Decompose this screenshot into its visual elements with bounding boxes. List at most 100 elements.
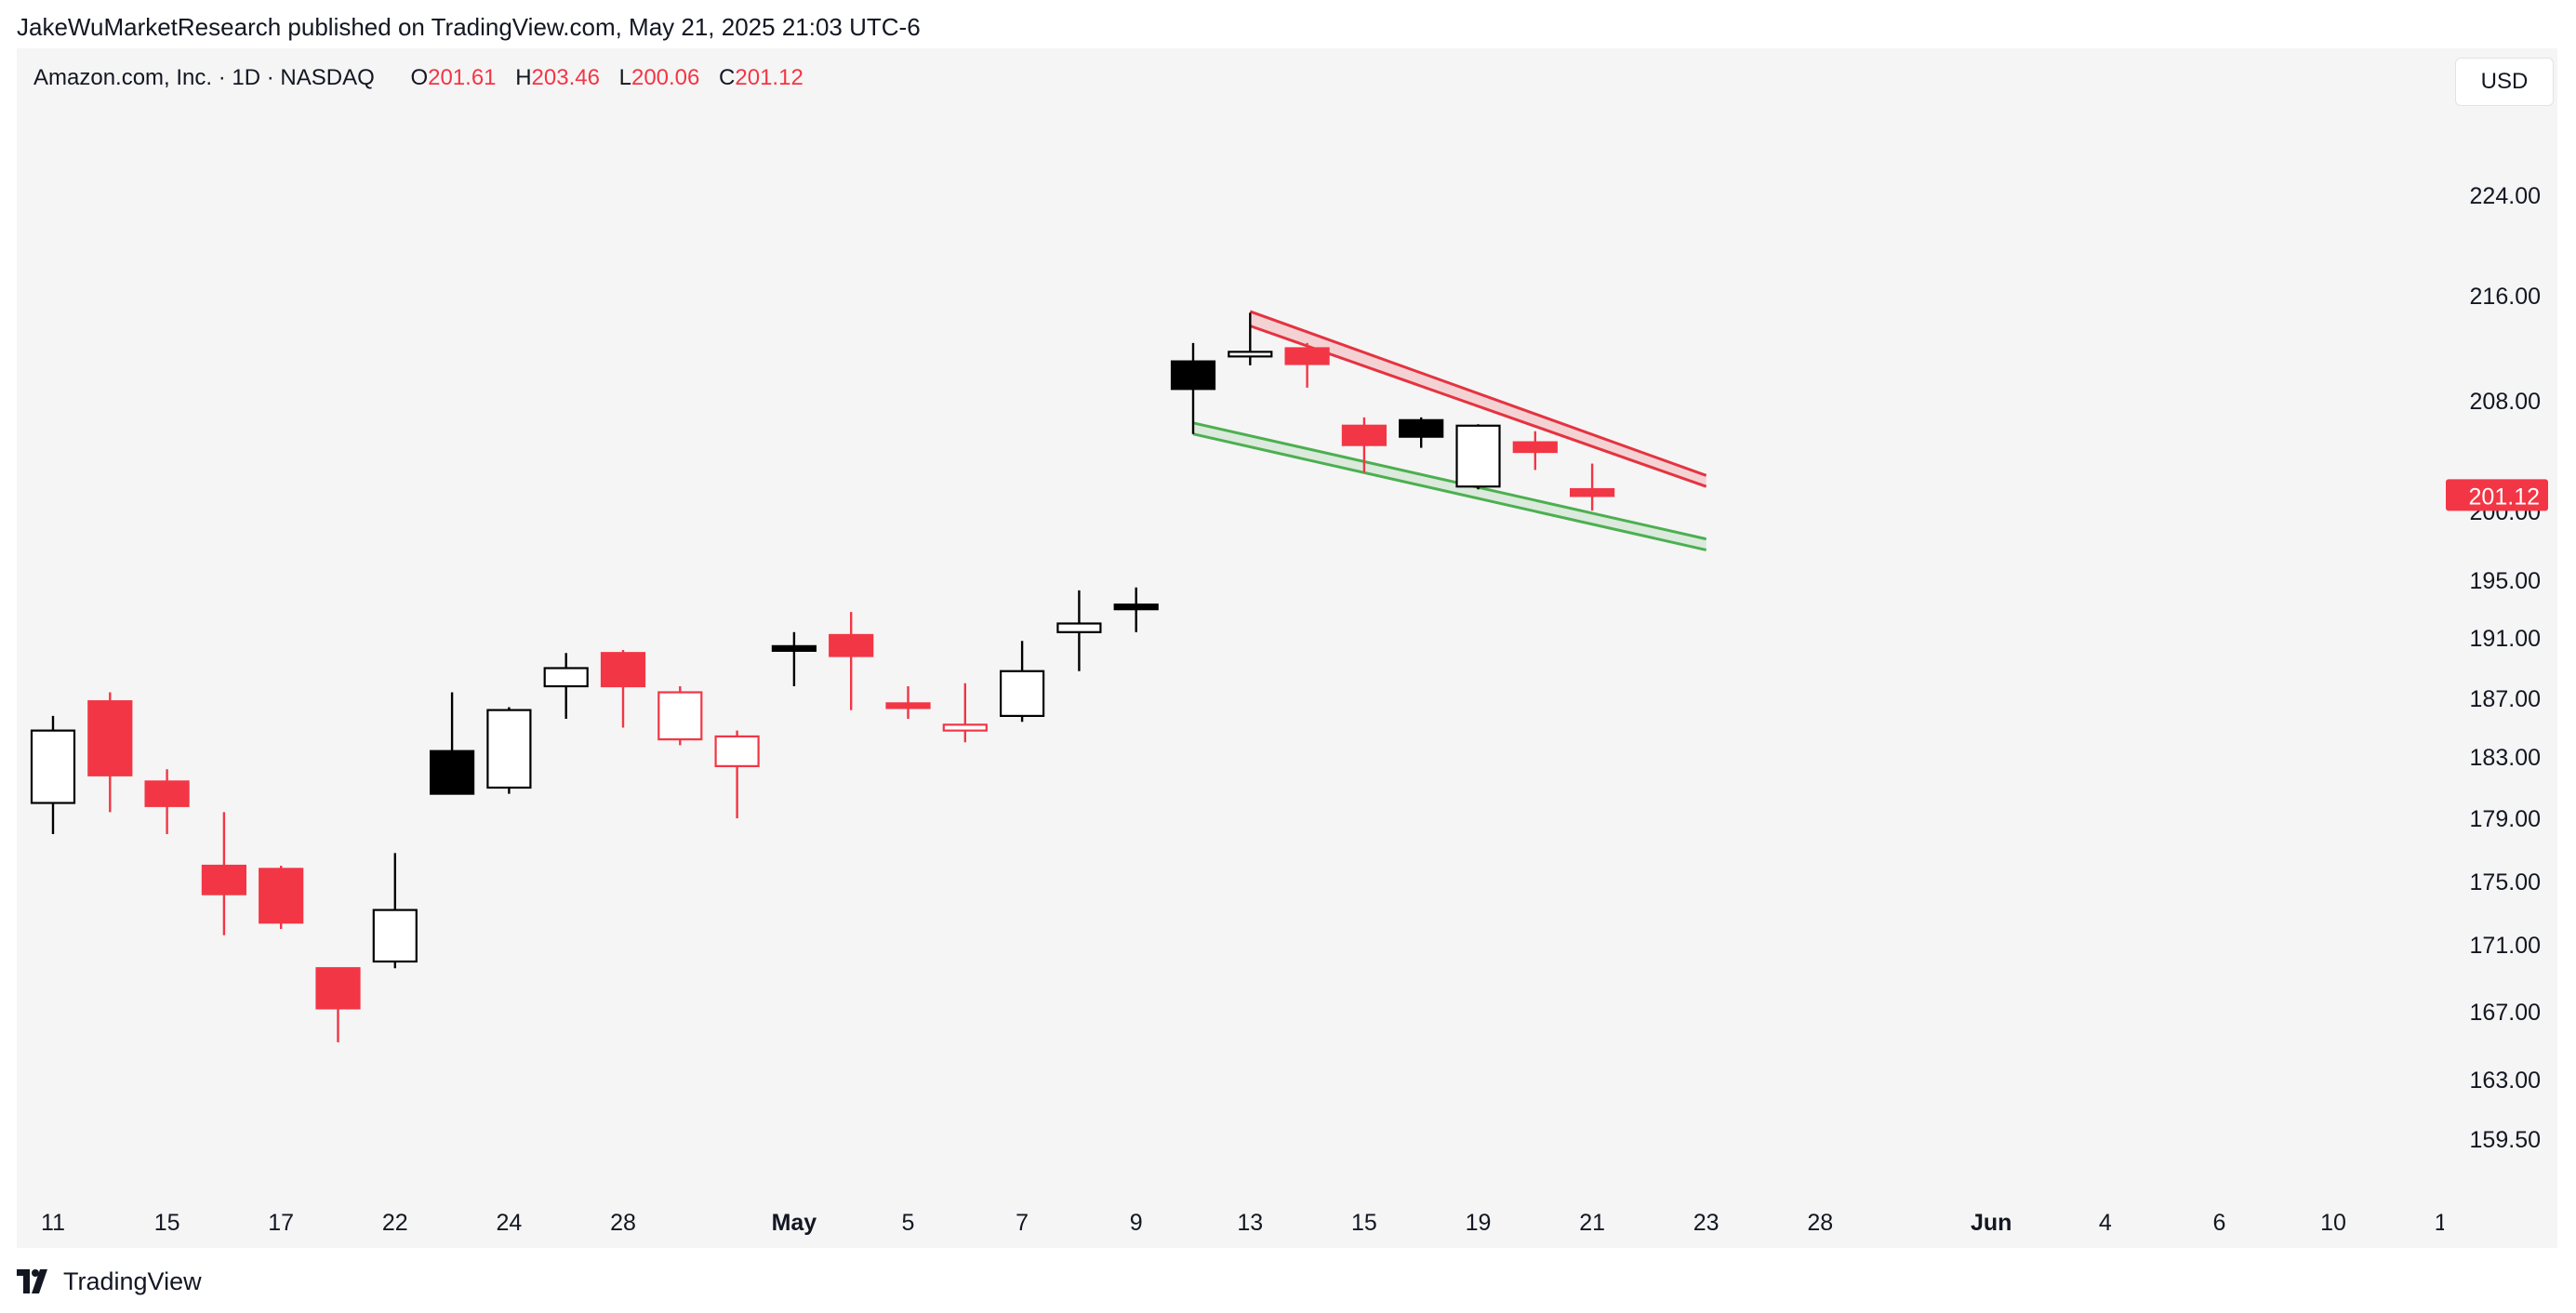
date-tick-label: 22 (382, 1210, 408, 1236)
candle-body (486, 709, 532, 789)
candle-body (1170, 360, 1216, 391)
candle-5 (315, 967, 361, 1042)
high-label: H (515, 65, 532, 90)
candle-body (201, 864, 246, 895)
price-tick-label: 171.00 (2470, 933, 2541, 959)
price-tick-label: 167.00 (2470, 1000, 2541, 1026)
date-tick-label: 21 (1579, 1210, 1605, 1236)
tradingview-logo-icon[interactable] (17, 1269, 54, 1293)
candle-body (430, 749, 475, 795)
trendline-lower-channel-inner[interactable] (1192, 432, 1707, 551)
candle-24 (1399, 417, 1444, 448)
candle-body (771, 644, 817, 652)
date-tick-label: Jun (1971, 1210, 2012, 1236)
candle-body (942, 723, 988, 732)
candle-body (144, 780, 190, 807)
low-label: L (618, 65, 631, 90)
candle-body (1228, 351, 1273, 358)
channel-band-fill (1193, 422, 1706, 550)
date-tick-label: 17 (268, 1210, 294, 1236)
open-label: O (410, 65, 429, 90)
candle-22 (1284, 342, 1330, 388)
trendline-layer (1192, 310, 1707, 551)
currency-button[interactable]: USD (2455, 58, 2554, 106)
close-label: C (719, 65, 736, 90)
time-axis[interactable]: 11 15 17 22 24 28 May 5 7 9 13 15 19 21 23 28 Jun 4 6 10 12 (41, 1210, 2460, 1236)
candle-body (829, 633, 874, 657)
date-tick-label: 15 (1351, 1210, 1377, 1236)
date-tick-label: 11 (41, 1210, 65, 1236)
candle-15 (885, 686, 931, 720)
date-tick-label: 12 (2435, 1210, 2461, 1236)
candle-body (1056, 622, 1102, 633)
low-value: 200.06 (631, 65, 700, 90)
candle-body (885, 702, 931, 710)
date-tick-label: 13 (1237, 1210, 1263, 1236)
candle-16 (942, 683, 988, 743)
candle-body (1113, 603, 1159, 611)
candle-11 (657, 686, 703, 746)
candle-26 (1512, 431, 1558, 471)
candle-body (1569, 487, 1615, 497)
candle-19 (1113, 587, 1159, 632)
price-tick-label: 163.00 (2470, 1068, 2541, 1094)
price-tick-label: 159.50 (2470, 1127, 2541, 1153)
candle-0 (30, 715, 76, 834)
candle-body (1399, 418, 1444, 438)
candle-body (259, 868, 304, 924)
candle-6 (372, 853, 418, 969)
candle-10 (600, 650, 646, 728)
candle-body (30, 729, 76, 804)
trendline-lower-channel[interactable] (1192, 421, 1707, 541)
date-tick-label: 5 (902, 1210, 915, 1236)
candle-27 (1569, 463, 1615, 511)
candle-25 (1455, 424, 1501, 490)
candle-13 (771, 631, 817, 686)
candle-20 (1170, 342, 1216, 434)
candle-body (600, 652, 646, 688)
date-tick-label: 7 (1016, 1210, 1029, 1236)
high-value: 203.46 (531, 65, 600, 90)
candle-body (543, 667, 589, 688)
published-by-header: JakeWuMarketResearch published on Tradin… (17, 13, 921, 41)
candle-9 (543, 653, 589, 720)
last-price-label: 201.12 (2469, 484, 2540, 510)
price-tick-label: 175.00 (2470, 869, 2541, 895)
date-tick-label: 19 (1466, 1210, 1492, 1236)
price-tick-label: 224.00 (2470, 183, 2541, 209)
chart-pane[interactable] (17, 48, 2557, 1248)
candle-layer (30, 312, 1615, 1042)
candle-body (1455, 424, 1501, 488)
candle-7 (430, 692, 475, 795)
date-tick-label: 9 (1130, 1210, 1143, 1236)
price-tick-label: 191.00 (2470, 626, 2541, 652)
price-axis[interactable]: 224.00216.00208.00200.00195.00191.00187.… (2446, 183, 2548, 1153)
candle-body (1341, 424, 1388, 446)
date-tick-label: 6 (2212, 1210, 2225, 1236)
candle-8 (486, 707, 532, 794)
close-value: 201.12 (735, 65, 803, 90)
candle-23 (1341, 417, 1388, 473)
candle-body (999, 670, 1045, 718)
candle-body (1284, 347, 1330, 365)
footer: TradingView (17, 1265, 202, 1298)
symbol-legend: Amazon.com, Inc. · 1D · NASDAQ O201.61 H… (33, 65, 803, 91)
trendline-upper-channel[interactable] (1249, 310, 1707, 477)
channel-band-fill (1250, 311, 1706, 487)
candle-body (372, 908, 418, 963)
date-tick-label: 28 (1807, 1210, 1833, 1236)
date-tick-label: 4 (2099, 1210, 2112, 1236)
symbol-description[interactable]: Amazon.com, Inc. · 1D · NASDAQ (33, 65, 375, 90)
date-tick-label: 24 (496, 1210, 522, 1236)
footer-brand[interactable]: TradingView (63, 1267, 202, 1295)
candle-body (315, 967, 361, 1010)
open-value: 201.61 (428, 65, 497, 90)
candle-14 (829, 612, 874, 710)
date-tick-label: 15 (154, 1210, 180, 1236)
date-tick-label: May (772, 1210, 817, 1236)
candle-12 (714, 730, 760, 818)
candle-body (657, 691, 703, 741)
last-price-tag (2446, 479, 2548, 511)
candle-body (714, 735, 760, 768)
